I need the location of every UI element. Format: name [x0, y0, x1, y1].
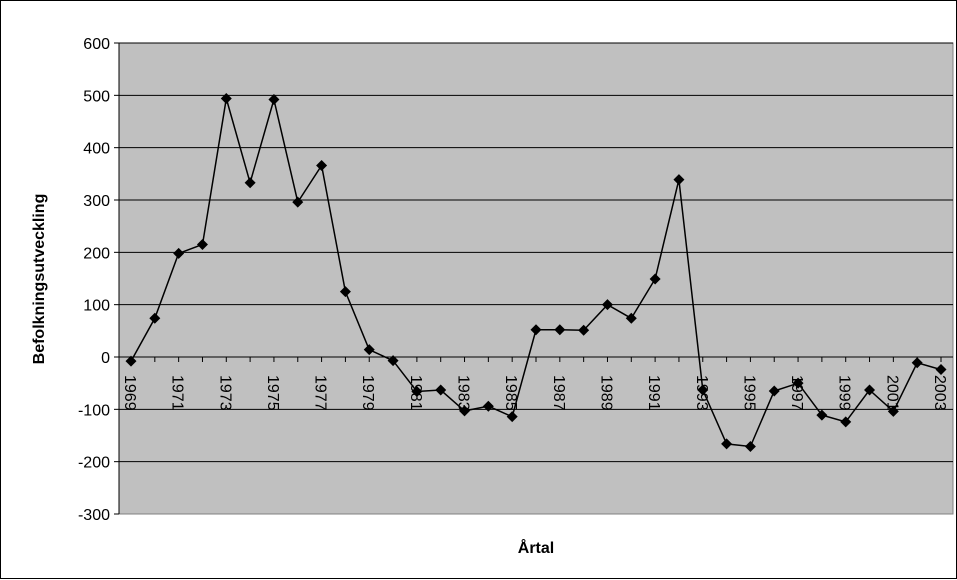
y-tick-label: 300 — [83, 193, 110, 210]
data-point-marker — [459, 405, 471, 417]
plot-area — [118, 42, 954, 515]
data-point-marker — [649, 273, 661, 285]
x-tick-label: 1995 — [740, 375, 757, 411]
x-tick-label: 1989 — [597, 375, 614, 411]
data-point-marker — [411, 386, 423, 398]
y-tick-label: -200 — [78, 455, 110, 472]
y-tick-label: 400 — [83, 141, 110, 158]
data-point-marker — [744, 440, 756, 452]
x-tick-label: 2003 — [931, 375, 948, 411]
data-point-marker — [530, 324, 542, 336]
data-point-marker — [173, 247, 185, 259]
x-tick-label: 1991 — [645, 375, 662, 411]
x-tick-label: 1977 — [312, 375, 329, 411]
data-point-marker — [554, 324, 566, 336]
data-point-marker — [482, 400, 494, 412]
data-point-marker — [911, 357, 923, 369]
x-tick-label: 1969 — [121, 375, 138, 411]
x-tick-label: 1971 — [169, 375, 186, 411]
data-point-marker — [506, 411, 518, 423]
x-tick-label: 1999 — [836, 375, 853, 411]
data-point-marker — [268, 94, 280, 106]
x-tick-label: 1973 — [216, 375, 233, 411]
y-tick-label: -300 — [78, 507, 110, 524]
data-point-marker — [816, 409, 828, 421]
x-tick-label: 1985 — [502, 375, 519, 411]
data-point-marker — [292, 196, 304, 208]
y-tick-label: 0 — [101, 350, 110, 367]
x-tick-label: 2001 — [883, 375, 900, 411]
y-tick-label: 500 — [83, 88, 110, 105]
data-point-marker — [864, 384, 876, 396]
x-tick-label: 1975 — [264, 375, 281, 411]
x-axis-title: Årtal — [518, 538, 554, 557]
data-point-marker — [196, 238, 208, 250]
x-tick-label: 1987 — [550, 375, 567, 411]
x-tick-label: 1979 — [359, 375, 376, 411]
data-point-marker — [125, 355, 137, 367]
data-point-marker — [244, 177, 256, 189]
data-point-marker — [149, 312, 161, 324]
data-point-marker — [316, 159, 328, 171]
x-axis-ticks: 1969197119731975197719791981198319851987… — [121, 357, 948, 411]
data-point-marker — [387, 355, 399, 367]
data-point-marker — [363, 344, 375, 356]
y-axis-title: Befolkningsutveckling — [31, 194, 48, 365]
data-point-marker — [887, 405, 899, 417]
data-point-marker — [625, 312, 637, 324]
x-tick-label: 1983 — [455, 375, 472, 411]
data-point-marker — [220, 92, 232, 104]
data-point-marker — [768, 385, 780, 397]
y-tick-label: 200 — [83, 245, 110, 262]
data-point-marker — [435, 384, 447, 396]
y-tick-label: 100 — [83, 298, 110, 315]
series-markers — [125, 92, 947, 452]
data-point-marker — [601, 299, 613, 311]
data-point-marker — [792, 377, 804, 389]
data-point-marker — [721, 438, 733, 450]
data-point-marker — [697, 384, 709, 396]
y-axis-ticks: -300 -200 -100 0 100 200 300 400 500 600 — [78, 36, 119, 524]
data-point-marker — [578, 324, 590, 336]
data-point-marker — [840, 416, 852, 428]
y-tick-label: 600 — [83, 36, 110, 53]
data-point-marker — [339, 286, 351, 298]
y-tick-label: -100 — [78, 402, 110, 419]
data-point-marker — [673, 174, 685, 186]
data-point-marker — [935, 364, 947, 376]
